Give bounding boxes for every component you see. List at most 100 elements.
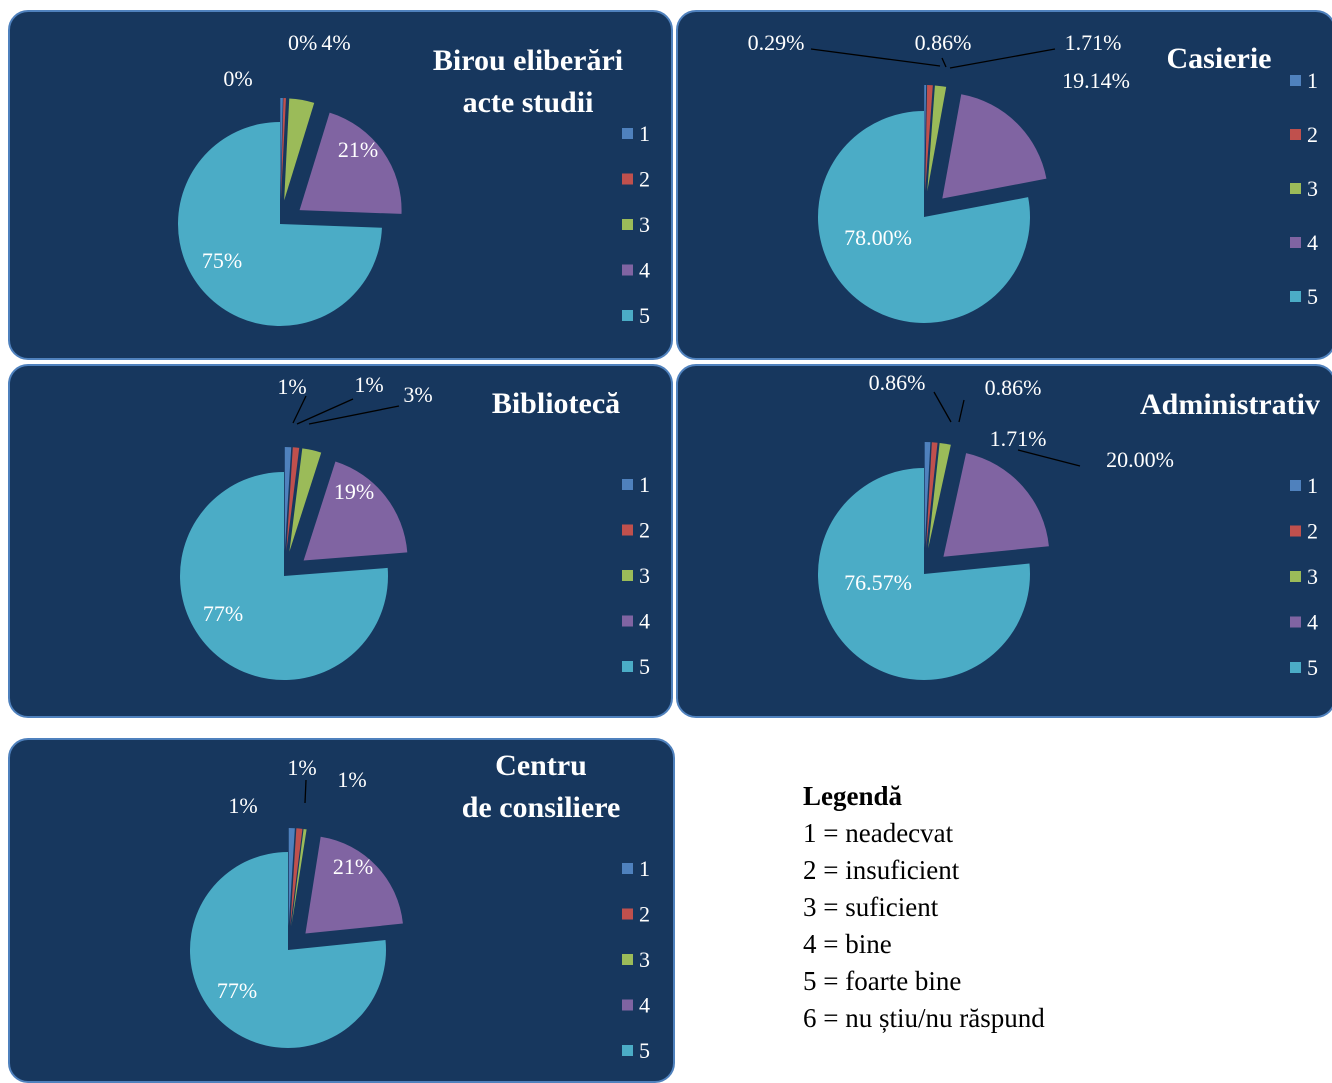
pie-slices [178, 97, 402, 326]
legend-label-3: 3 [639, 947, 650, 972]
legend-swatch-2 [1290, 525, 1301, 537]
pie-slice-3 [284, 98, 315, 201]
pie-slices [180, 447, 408, 680]
legend-swatch-1 [622, 128, 633, 139]
data-label-5: 77% [203, 601, 243, 626]
pie-slice-2 [926, 442, 938, 549]
legend-swatch-5 [622, 661, 633, 672]
legend-label-4: 4 [639, 258, 650, 283]
pie-slice-5 [189, 852, 386, 1048]
pie-slice-4 [942, 94, 1047, 199]
chart-title-line-1: Birou eliberări [433, 44, 623, 77]
pie-chart-centru: 1% 1% 1% 21% 77% Centru de consiliere 1 2 3 4 5 [189, 749, 650, 1063]
legend-label-4: 4 [639, 993, 650, 1018]
data-label-2: 0.86% [915, 30, 972, 55]
data-label-5: 76.57% [844, 570, 912, 595]
data-label-2: 1% [337, 767, 366, 792]
legend-swatch-3 [622, 570, 633, 581]
legend-swatch-4 [622, 264, 633, 276]
data-label-5: 75% [202, 248, 242, 273]
legend-label-3: 3 [639, 212, 650, 237]
pie-slice-3 [289, 448, 322, 552]
leader-line-1 [933, 391, 952, 423]
data-label-1: 0.86% [869, 370, 926, 395]
pie-slice-3 [291, 829, 307, 927]
legend-label-1: 1 [639, 472, 650, 497]
score-legend-item-5: 5 = foarte bine [803, 966, 962, 996]
pie-slice-5 [178, 122, 382, 326]
legend-swatch-4 [1290, 616, 1301, 628]
data-label-4: 21% [333, 854, 373, 879]
data-label-5: 77% [217, 978, 257, 1003]
pie-slice-3 [927, 85, 947, 192]
pie-slices [189, 828, 403, 1048]
data-label-2: 0% [223, 66, 252, 91]
pie-slice-4 [305, 836, 403, 934]
data-label-1: 0.29% [748, 30, 805, 55]
pie-slice-5 [180, 472, 389, 680]
leader-line-3 [308, 405, 400, 425]
pie-slice-5 [817, 468, 1030, 680]
legend-swatch-4 [1290, 237, 1301, 248]
data-label-3: 1.71% [1065, 30, 1122, 55]
chart-title-line-1: Centru [495, 749, 587, 782]
legend-label-2: 2 [1307, 519, 1318, 544]
pie-slice-5 [817, 111, 1030, 323]
legend-label-1: 1 [639, 121, 650, 146]
legend-label-3: 3 [1307, 176, 1318, 201]
chart-panel-centru: 1% 1% 1% 21% 77% Centru de consiliere 1 2 3 4 5 [8, 738, 675, 1083]
chart-panel-casierie: 0.29% 0.86% 1.71% 19.14% 78.00% Casierie 1 2 3 4 5 [676, 10, 1332, 360]
legend-swatch-2 [622, 908, 633, 920]
legend-swatch-4 [622, 999, 633, 1011]
data-label-4: 19.14% [1062, 68, 1130, 93]
pie-slice-3 [928, 442, 951, 549]
leader-line-3 [1017, 449, 1081, 467]
pie-slice-2 [280, 98, 286, 201]
legend-swatch-2 [622, 173, 633, 185]
legend-swatch-1 [1290, 480, 1301, 491]
data-label-4: 19% [334, 479, 374, 504]
leader-line-2 [958, 399, 965, 423]
data-label-3: 1% [228, 793, 257, 818]
leader-line-1 [304, 779, 307, 804]
legend-label-2: 2 [1307, 122, 1318, 147]
data-label-3: 1.71% [990, 426, 1047, 451]
legend-swatch-5 [622, 310, 633, 321]
legend-swatch-3 [1290, 183, 1301, 194]
chart-title-line-1: Bibliotecă [492, 387, 620, 420]
data-label-1: 0% [288, 30, 317, 55]
score-legend-item-4: 4 = bine [803, 929, 892, 959]
pie-slice-1 [924, 85, 927, 191]
data-label-3: 4% [321, 30, 350, 55]
legend-label-2: 2 [639, 167, 650, 192]
legend-label-2: 2 [639, 518, 650, 543]
score-legend-title: Legendă [803, 781, 903, 811]
chart-title-line-1: Administrativ [1140, 388, 1320, 421]
data-label-1: 1% [287, 755, 316, 780]
pie-chart-administrativ: 0.86% 0.86% 1.71% 20.00% 76.57% Administrativ… [817, 370, 1320, 680]
pie-slice-4 [943, 453, 1049, 557]
score-legend-item-3: 3 = suficient [803, 892, 939, 922]
legend-label-4: 4 [1307, 230, 1318, 255]
legend-label-1: 1 [1307, 68, 1318, 93]
legend-label-1: 1 [1307, 473, 1318, 498]
data-label-4: 21% [338, 137, 378, 162]
legend-swatch-4 [622, 615, 633, 627]
legend-swatch-5 [622, 1045, 633, 1056]
chart-title-line-2: acte studii [463, 86, 594, 119]
pie-chart-biblioteca: 1% 1% 3% 19% 77% Bibliotecă 1 2 3 4 5 [180, 372, 650, 680]
legend-label-4: 4 [639, 609, 650, 634]
pie-slice-4 [299, 112, 402, 214]
pie-slice-1 [284, 447, 292, 552]
leader-line-1 [810, 48, 941, 67]
legend-label-3: 3 [1307, 564, 1318, 589]
legend-swatch-1 [622, 863, 633, 874]
data-label-4: 20.00% [1106, 447, 1174, 472]
chart-title-line-1: Casierie [1167, 42, 1272, 75]
chart-panel-birou: 0% 0% 4% 21% 75% Birou eliberări acte studii 1 2… [8, 10, 673, 360]
legend-swatch-3 [622, 219, 633, 230]
pie-slice-4 [303, 461, 408, 561]
legend-swatch-5 [1290, 662, 1301, 673]
legend-swatch-2 [1290, 129, 1301, 140]
